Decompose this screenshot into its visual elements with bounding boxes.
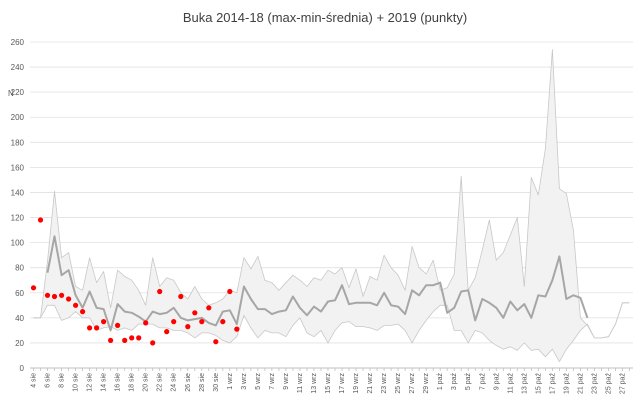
x-tick-label: 12 sie: [87, 373, 94, 392]
y-tick-label: 80: [15, 264, 24, 273]
y-tick-label: 140: [11, 188, 25, 197]
x-tick-label: 15 wrz: [325, 373, 332, 394]
data-point-2019: [199, 319, 205, 325]
x-tick-label: 22 sie: [157, 373, 164, 392]
data-point-2019: [101, 319, 107, 325]
x-tick-label: 13 wrz: [311, 373, 318, 394]
x-tick-label: 5 wrz: [255, 373, 262, 390]
x-tick-label: 18 sie: [129, 373, 136, 392]
x-tick-label: 13 paź: [521, 372, 528, 394]
x-tick-label: 7 paź: [479, 373, 486, 391]
y-tick-label: 100: [11, 239, 25, 248]
x-axis-ticks: 4 sie 6 sie 8 sie 10 sie 12 sie 14 sie 16 sie 1…: [31, 368, 630, 394]
x-tick-label: 23 wrz: [381, 373, 388, 394]
data-point-2019: [220, 319, 226, 325]
data-point-2019: [44, 292, 51, 298]
data-point-2019: [143, 320, 149, 326]
data-point-2019: [185, 324, 191, 330]
data-point-2019: [227, 288, 233, 295]
data-point-2019: [234, 326, 240, 332]
x-tick-label: 14 sie: [101, 373, 108, 392]
series-max-line: [33, 49, 630, 339]
x-tick-label: 6 sie: [45, 373, 52, 388]
series-lines: [33, 49, 630, 363]
x-tick-label: 11 paź: [507, 373, 514, 394]
x-tick-label: 9 wrz: [283, 372, 290, 389]
x-tick-label: 20 sie: [143, 373, 150, 392]
x-tick-label: 30 sie: [213, 373, 220, 392]
x-tick-label: 7 wrz: [269, 373, 276, 390]
series-min-line: [33, 302, 630, 363]
y-tick-label: 0: [20, 364, 25, 373]
y-tick-label: 40: [15, 314, 24, 323]
data-point-2019: [129, 335, 135, 341]
x-tick-label: 27 paź: [620, 373, 627, 395]
data-point-2019: [115, 322, 121, 328]
x-tick-label: 17 paź: [549, 373, 556, 395]
y-tick-label: 260: [11, 38, 25, 47]
x-tick-label: 1 wrz: [227, 372, 234, 389]
range-band: [33, 49, 630, 362]
series-2019-points: [30, 217, 240, 346]
x-tick-label: 27 wrz: [409, 372, 416, 393]
y-tick-label: 240: [11, 63, 25, 72]
x-tick-label: 19 wrz: [353, 372, 360, 393]
data-point-2019: [164, 329, 170, 335]
x-tick-label: 15 paź: [535, 372, 542, 394]
data-point-2019: [59, 292, 65, 298]
chart-title: Buka 2014-18 (max-min-średnia) + 2019 (p…: [183, 10, 467, 25]
data-point-2019: [94, 325, 100, 331]
range-band-fill: [33, 49, 630, 362]
y-tick-label: 180: [11, 138, 25, 147]
x-tick-label: 1 paź: [437, 373, 444, 391]
data-point-2019: [157, 288, 163, 295]
x-tick-label: 28 sie: [199, 373, 206, 392]
data-point-2019: [206, 305, 212, 311]
x-tick-label: 5 paź: [465, 372, 472, 390]
x-tick-label: 19 paź: [563, 373, 570, 395]
data-point-2019: [87, 325, 93, 331]
x-tick-label: 8 sie: [59, 373, 66, 388]
y-tick-label: 20: [15, 339, 24, 348]
x-tick-label: 17 wrz: [339, 372, 346, 393]
data-point-2019: [30, 285, 37, 291]
x-tick-label: 3 wrz: [241, 373, 248, 390]
data-point-2019: [122, 337, 128, 343]
x-tick-label: 21 paź: [577, 373, 584, 395]
data-point-2019: [108, 337, 114, 343]
data-point-2019: [192, 310, 198, 316]
data-point-2019: [66, 296, 72, 302]
data-point-2019: [150, 340, 156, 346]
data-point-2019: [37, 217, 44, 223]
x-tick-label: 9 paź: [493, 373, 500, 391]
data-point-2019: [51, 293, 58, 300]
data-point-2019: [80, 309, 86, 315]
data-point-2019: [73, 302, 79, 308]
x-tick-label: 25 wrz: [395, 372, 402, 393]
x-tick-label: 23 paź: [591, 372, 598, 394]
y-tick-label: 220: [11, 88, 25, 97]
y-tick-label: 200: [11, 113, 25, 122]
series-average-line: [46, 235, 589, 332]
x-tick-label: 4 sie: [31, 373, 38, 388]
data-point-2019: [178, 293, 184, 300]
x-tick-label: 3 paź: [451, 372, 458, 390]
data-point-2019: [171, 319, 177, 325]
x-tick-label: 24 sie: [171, 373, 178, 392]
y-tick-label: 160: [11, 163, 25, 172]
y-axis-ticks: 0 20 40 60 80 100 120 140 160 180 200 220 240 260: [11, 38, 25, 373]
y-axis-label: N: [8, 89, 14, 98]
x-tick-label: 25 paź: [606, 373, 613, 395]
data-point-2019: [213, 339, 219, 345]
data-point-2019: [136, 335, 142, 341]
x-tick-label: 29 wrz: [423, 373, 430, 394]
x-tick-label: 26 sie: [185, 373, 192, 392]
x-tick-label: 10 sie: [73, 373, 80, 392]
x-tick-label: 11 wrz: [297, 372, 304, 393]
y-tick-label: 120: [11, 214, 25, 223]
x-tick-label: 16 sie: [115, 373, 122, 392]
x-tick-label: 21 wrz: [367, 373, 374, 394]
y-tick-label: 60: [15, 289, 24, 298]
